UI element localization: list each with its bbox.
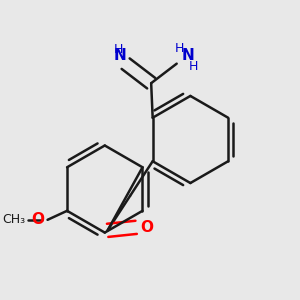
Text: H: H [188, 60, 198, 73]
Text: N: N [181, 48, 194, 63]
Text: H: H [113, 43, 123, 56]
Text: CH₃: CH₃ [2, 213, 25, 226]
Text: H: H [174, 42, 184, 55]
Text: O: O [31, 212, 44, 227]
Text: O: O [140, 220, 153, 235]
Text: N: N [114, 48, 127, 63]
